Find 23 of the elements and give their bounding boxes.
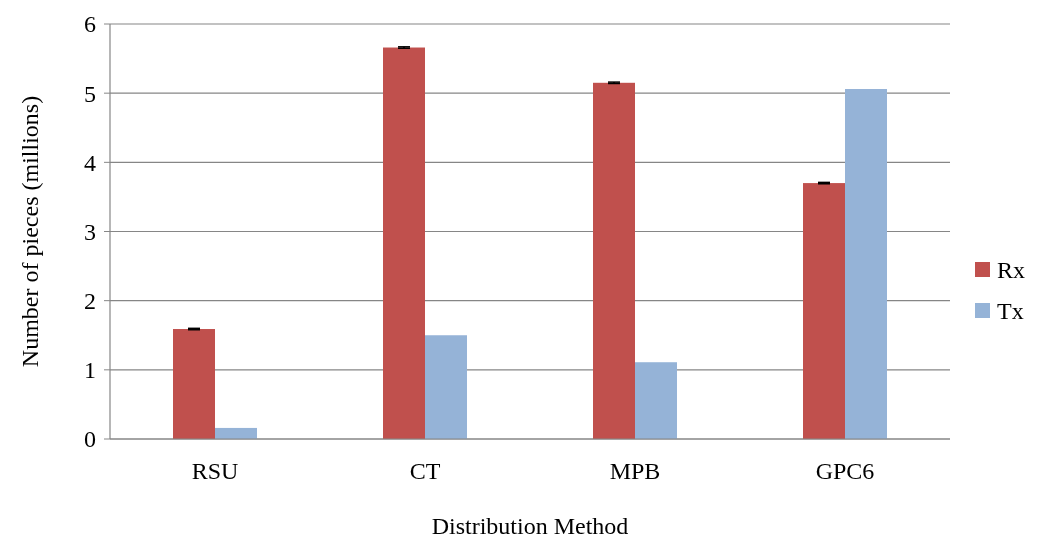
y-tick-label: 6 xyxy=(84,11,96,38)
legend-label: Tx xyxy=(997,298,1024,325)
x-tick-label: MPB xyxy=(609,458,661,484)
y-tick-label: 4 xyxy=(84,149,96,176)
x-tick-label: CT xyxy=(409,458,441,484)
y-tick-label: 2 xyxy=(84,288,96,315)
bar xyxy=(635,362,677,439)
y-tick-label: 0 xyxy=(84,426,96,453)
bar xyxy=(845,89,887,439)
y-tick-label: 3 xyxy=(84,218,96,245)
legend-label: Rx xyxy=(997,257,1026,284)
bar xyxy=(383,47,425,439)
bar xyxy=(215,427,257,439)
x-axis-title: Distribution Method xyxy=(431,513,629,539)
y-axis-title: Number of pieces (millions) xyxy=(17,95,43,368)
bar xyxy=(425,335,467,439)
bar xyxy=(593,82,635,439)
y-tick-label: 1 xyxy=(84,357,96,384)
y-tick-label: 5 xyxy=(84,80,96,107)
x-tick-label: GPC6 xyxy=(815,458,875,484)
x-tick-label: RSU xyxy=(191,458,239,484)
bar xyxy=(173,329,215,439)
bar xyxy=(803,183,845,439)
